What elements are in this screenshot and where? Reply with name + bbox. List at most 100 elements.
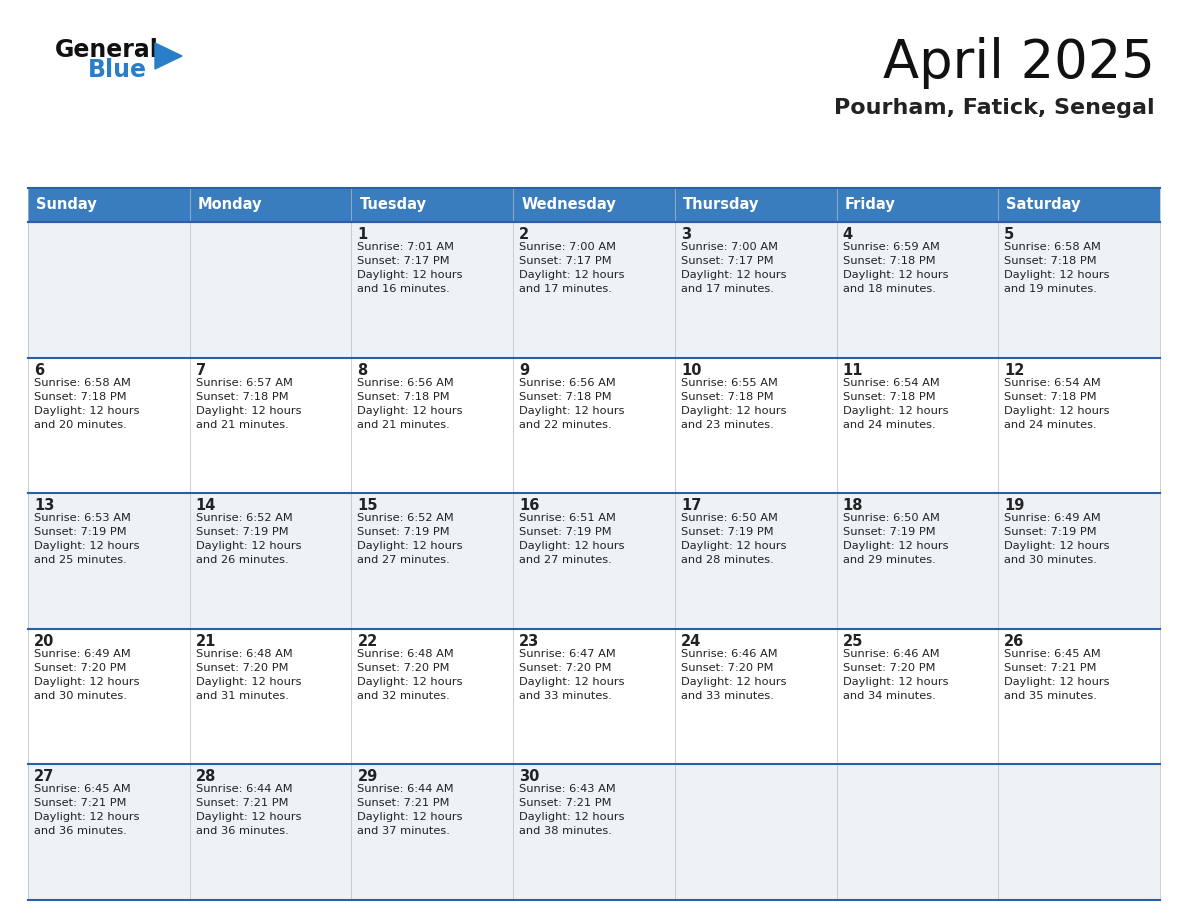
Text: Daylight: 12 hours: Daylight: 12 hours (842, 270, 948, 280)
Text: Sunrise: 6:51 AM: Sunrise: 6:51 AM (519, 513, 617, 523)
Text: 14: 14 (196, 498, 216, 513)
Text: Sunset: 7:19 PM: Sunset: 7:19 PM (34, 527, 127, 537)
Text: and 24 minutes.: and 24 minutes. (842, 420, 935, 430)
Text: and 34 minutes.: and 34 minutes. (842, 691, 935, 700)
Text: Daylight: 12 hours: Daylight: 12 hours (196, 677, 302, 687)
Text: Sunday: Sunday (36, 197, 96, 212)
Text: and 20 minutes.: and 20 minutes. (34, 420, 127, 430)
Text: Sunset: 7:19 PM: Sunset: 7:19 PM (842, 527, 935, 537)
Text: 29: 29 (358, 769, 378, 784)
Text: Sunset: 7:20 PM: Sunset: 7:20 PM (196, 663, 289, 673)
Text: Daylight: 12 hours: Daylight: 12 hours (842, 677, 948, 687)
Text: and 22 minutes.: and 22 minutes. (519, 420, 612, 430)
Text: Sunrise: 7:01 AM: Sunrise: 7:01 AM (358, 242, 455, 252)
Text: and 37 minutes.: and 37 minutes. (358, 826, 450, 836)
Text: Sunrise: 6:49 AM: Sunrise: 6:49 AM (1004, 513, 1101, 523)
Text: Sunset: 7:17 PM: Sunset: 7:17 PM (681, 256, 773, 266)
Text: 22: 22 (358, 633, 378, 649)
Text: and 24 minutes.: and 24 minutes. (1004, 420, 1097, 430)
Text: Sunset: 7:19 PM: Sunset: 7:19 PM (196, 527, 289, 537)
Text: Daylight: 12 hours: Daylight: 12 hours (196, 406, 302, 416)
Text: and 23 minutes.: and 23 minutes. (681, 420, 773, 430)
Text: Sunrise: 6:56 AM: Sunrise: 6:56 AM (519, 377, 615, 387)
Text: 23: 23 (519, 633, 539, 649)
Text: and 33 minutes.: and 33 minutes. (519, 691, 612, 700)
Text: Sunrise: 6:59 AM: Sunrise: 6:59 AM (842, 242, 940, 252)
Text: 15: 15 (358, 498, 378, 513)
Text: Daylight: 12 hours: Daylight: 12 hours (681, 542, 786, 551)
Text: Blue: Blue (88, 58, 147, 82)
Text: Sunrise: 6:52 AM: Sunrise: 6:52 AM (358, 513, 454, 523)
Text: Daylight: 12 hours: Daylight: 12 hours (842, 542, 948, 551)
Text: and 17 minutes.: and 17 minutes. (681, 284, 773, 294)
Text: Sunset: 7:21 PM: Sunset: 7:21 PM (1004, 663, 1097, 673)
Text: Daylight: 12 hours: Daylight: 12 hours (519, 406, 625, 416)
Text: 27: 27 (34, 769, 55, 784)
Text: Daylight: 12 hours: Daylight: 12 hours (358, 542, 463, 551)
Text: Daylight: 12 hours: Daylight: 12 hours (358, 677, 463, 687)
Text: Sunrise: 7:00 AM: Sunrise: 7:00 AM (681, 242, 778, 252)
Text: 10: 10 (681, 363, 701, 377)
Text: Daylight: 12 hours: Daylight: 12 hours (519, 270, 625, 280)
Text: 3: 3 (681, 227, 691, 242)
Text: and 21 minutes.: and 21 minutes. (358, 420, 450, 430)
Text: Sunset: 7:21 PM: Sunset: 7:21 PM (196, 799, 289, 809)
Text: Daylight: 12 hours: Daylight: 12 hours (358, 270, 463, 280)
Text: Sunrise: 6:46 AM: Sunrise: 6:46 AM (842, 649, 940, 659)
Text: Friday: Friday (845, 197, 896, 212)
Text: and 21 minutes.: and 21 minutes. (196, 420, 289, 430)
Text: Daylight: 12 hours: Daylight: 12 hours (358, 812, 463, 823)
Text: Sunset: 7:21 PM: Sunset: 7:21 PM (358, 799, 450, 809)
Text: Sunrise: 6:52 AM: Sunrise: 6:52 AM (196, 513, 292, 523)
Bar (29, 188, 1159, 222)
Text: and 36 minutes.: and 36 minutes. (196, 826, 289, 836)
Text: 20: 20 (34, 633, 55, 649)
Text: 19: 19 (1004, 498, 1025, 513)
Text: 8: 8 (358, 363, 367, 377)
Text: and 25 minutes.: and 25 minutes. (34, 555, 127, 565)
Text: Sunrise: 6:57 AM: Sunrise: 6:57 AM (196, 377, 292, 387)
Text: Sunset: 7:19 PM: Sunset: 7:19 PM (1004, 527, 1097, 537)
Text: and 36 minutes.: and 36 minutes. (34, 826, 127, 836)
Text: Sunrise: 6:47 AM: Sunrise: 6:47 AM (519, 649, 615, 659)
Text: and 29 minutes.: and 29 minutes. (842, 555, 935, 565)
Text: and 27 minutes.: and 27 minutes. (519, 555, 612, 565)
Text: 5: 5 (1004, 227, 1015, 242)
Text: Daylight: 12 hours: Daylight: 12 hours (34, 542, 139, 551)
Text: and 30 minutes.: and 30 minutes. (1004, 555, 1098, 565)
Text: Thursday: Thursday (683, 197, 759, 212)
Text: and 32 minutes.: and 32 minutes. (358, 691, 450, 700)
Text: Sunrise: 6:54 AM: Sunrise: 6:54 AM (842, 377, 940, 387)
Text: and 31 minutes.: and 31 minutes. (196, 691, 289, 700)
Text: Sunset: 7:18 PM: Sunset: 7:18 PM (1004, 256, 1097, 266)
Text: 1: 1 (358, 227, 367, 242)
Text: April 2025: April 2025 (883, 37, 1155, 89)
Text: Sunrise: 7:00 AM: Sunrise: 7:00 AM (519, 242, 617, 252)
Text: Sunrise: 6:50 AM: Sunrise: 6:50 AM (681, 513, 778, 523)
Text: Daylight: 12 hours: Daylight: 12 hours (196, 542, 302, 551)
Text: 11: 11 (842, 363, 862, 377)
Text: Sunset: 7:17 PM: Sunset: 7:17 PM (358, 256, 450, 266)
Text: Daylight: 12 hours: Daylight: 12 hours (34, 406, 139, 416)
Text: Daylight: 12 hours: Daylight: 12 hours (358, 406, 463, 416)
Text: Sunrise: 6:45 AM: Sunrise: 6:45 AM (34, 784, 131, 794)
Text: and 17 minutes.: and 17 minutes. (519, 284, 612, 294)
Text: 25: 25 (842, 633, 862, 649)
Text: 2: 2 (519, 227, 530, 242)
Text: 24: 24 (681, 633, 701, 649)
Text: and 18 minutes.: and 18 minutes. (842, 284, 935, 294)
Text: Daylight: 12 hours: Daylight: 12 hours (196, 812, 302, 823)
Text: Sunrise: 6:53 AM: Sunrise: 6:53 AM (34, 513, 131, 523)
Text: Monday: Monday (197, 197, 263, 212)
Text: Daylight: 12 hours: Daylight: 12 hours (519, 677, 625, 687)
Text: Daylight: 12 hours: Daylight: 12 hours (1004, 677, 1110, 687)
Text: Saturday: Saturday (1006, 197, 1081, 212)
Text: Sunset: 7:20 PM: Sunset: 7:20 PM (842, 663, 935, 673)
Text: 21: 21 (196, 633, 216, 649)
Text: Sunset: 7:18 PM: Sunset: 7:18 PM (34, 392, 127, 401)
Text: Sunset: 7:20 PM: Sunset: 7:20 PM (519, 663, 612, 673)
Text: 17: 17 (681, 498, 701, 513)
Text: Sunrise: 6:50 AM: Sunrise: 6:50 AM (842, 513, 940, 523)
Text: 16: 16 (519, 498, 539, 513)
Text: and 16 minutes.: and 16 minutes. (358, 284, 450, 294)
